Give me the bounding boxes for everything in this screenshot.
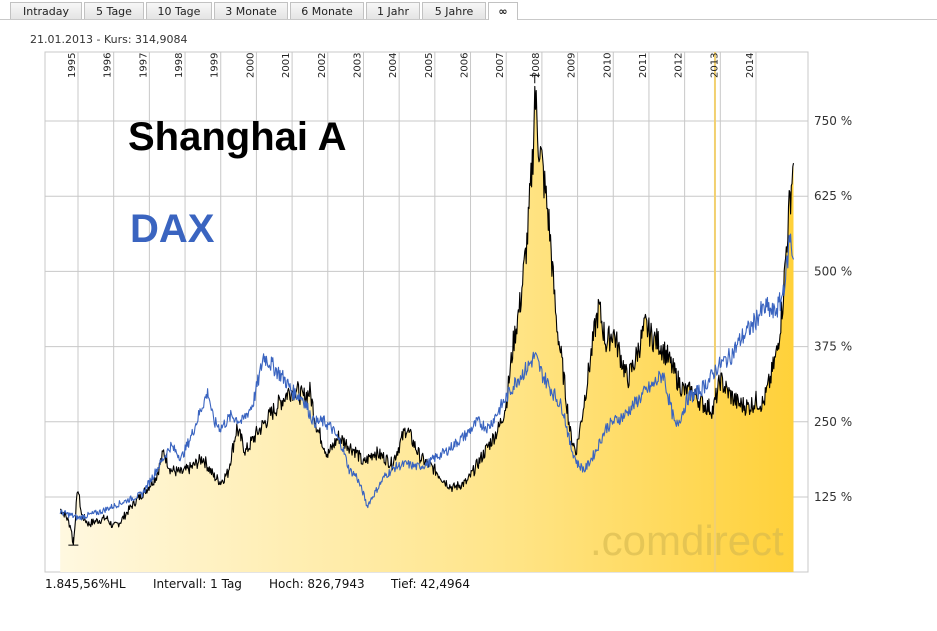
period-tabs: Intraday 5 Tage 10 Tage 3 Monate 6 Monat… bbox=[0, 0, 937, 20]
x-tick-label: 2014 bbox=[745, 53, 756, 78]
tab-3-monate[interactable]: 3 Monate bbox=[214, 2, 288, 19]
x-tick-label: 2012 bbox=[674, 53, 685, 78]
x-tick-label: 2008 bbox=[531, 53, 542, 78]
tabs-divider bbox=[0, 19, 937, 20]
kurs-line: 21.01.2013 - Kurs: 314,9084 bbox=[30, 33, 188, 46]
series-line-dax bbox=[59, 233, 795, 521]
footer-hl: 1.845,56%HL bbox=[45, 577, 126, 591]
title-dax: DAX bbox=[130, 207, 215, 251]
x-tick-label: 2013 bbox=[709, 53, 720, 78]
x-tick-label: 2005 bbox=[424, 53, 435, 78]
x-tick-label: 2004 bbox=[388, 53, 399, 78]
footer-low: Tief: 42,4964 bbox=[391, 577, 470, 591]
x-tick-label: 1999 bbox=[210, 53, 221, 78]
series-area-shanghai bbox=[60, 86, 794, 573]
x-tick-label: 2002 bbox=[317, 53, 328, 78]
x-tick-label: 2007 bbox=[495, 53, 506, 78]
tab-6-monate[interactable]: 6 Monate bbox=[290, 2, 364, 19]
x-tick-label: 1998 bbox=[174, 53, 185, 78]
x-tick-label: 1997 bbox=[138, 53, 149, 78]
x-tick-label: 2011 bbox=[638, 53, 649, 78]
tick-labels: 1995 1996 1997 1998 1999 2000 2001 2002 2003 2004… bbox=[67, 53, 852, 504]
tab-1-jahr[interactable]: 1 Jahr bbox=[366, 2, 420, 19]
x-tick-label: 2000 bbox=[245, 53, 256, 78]
watermark: .comdirect bbox=[590, 517, 784, 564]
x-tick-label: 2009 bbox=[567, 53, 578, 78]
y-tick-label: 250 % bbox=[814, 415, 852, 429]
tab-5-jahre[interactable]: 5 Jahre bbox=[422, 2, 486, 19]
shanghai-area bbox=[60, 86, 794, 573]
x-tick-label: 1995 bbox=[67, 53, 78, 78]
title-shanghai: Shanghai A bbox=[128, 115, 347, 159]
tab-10-tage[interactable]: 10 Tage bbox=[146, 2, 212, 19]
x-tick-label: 2010 bbox=[602, 53, 613, 78]
tab-infinity[interactable]: ∞ bbox=[488, 2, 518, 20]
y-tick-label: 625 % bbox=[814, 189, 852, 203]
series-lines bbox=[59, 85, 795, 546]
footer-interval: Intervall: 1 Tag bbox=[153, 577, 242, 591]
x-tick-label: 1996 bbox=[103, 53, 114, 78]
footer-high: Hoch: 826,7943 bbox=[269, 577, 365, 591]
y-tick-label: 125 % bbox=[814, 490, 852, 504]
x-tick-label: 2003 bbox=[352, 53, 363, 78]
y-tick-label: 750 % bbox=[814, 114, 852, 128]
y-tick-label: 500 % bbox=[814, 264, 852, 278]
x-tick-label: 2006 bbox=[460, 53, 471, 78]
y-tick-label: 375 % bbox=[814, 340, 852, 354]
tab-intraday[interactable]: Intraday bbox=[10, 2, 82, 19]
tab-5-tage[interactable]: 5 Tage bbox=[84, 2, 144, 19]
x-tick-label: 2001 bbox=[281, 53, 292, 78]
